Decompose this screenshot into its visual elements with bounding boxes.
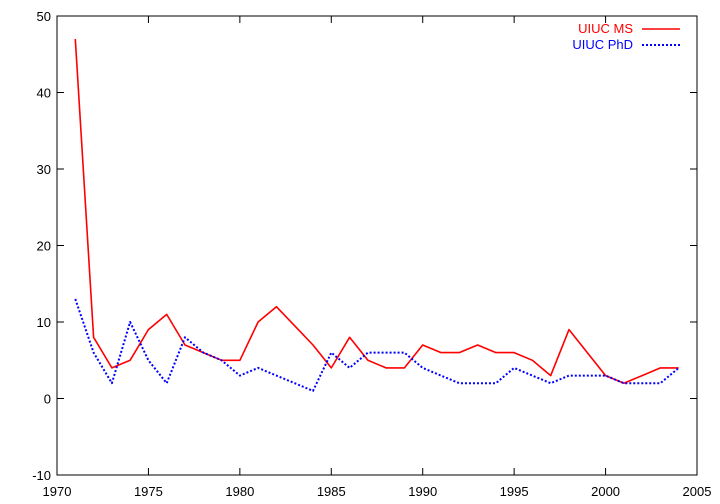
x-tick-label: 1985 (317, 484, 346, 499)
y-tick-label: -10 (32, 468, 51, 483)
series-line-phd (74, 298, 680, 392)
axis-ticks: 1970 1975 1980 1985 1990 1995 2000 2005 -10 0 10 20… (32, 9, 711, 499)
legend-label: UIUC MS (578, 21, 633, 36)
y-tick-label: 10 (37, 315, 51, 330)
y-tick-label: 20 (37, 239, 51, 254)
series-lines (74, 38, 680, 392)
y-tick-label: 30 (37, 162, 51, 177)
legend-label: UIUC PhD (572, 37, 633, 52)
plot-frame (56, 15, 698, 476)
x-tick-label: 2005 (683, 484, 712, 499)
y-tick-label: 0 (44, 392, 51, 407)
x-tick-label: 1990 (408, 484, 437, 499)
x-tick-label: 2000 (591, 484, 620, 499)
x-tick-label: 1975 (134, 484, 163, 499)
y-tick-label: 50 (37, 9, 51, 24)
x-tick-label: 1970 (43, 484, 72, 499)
y-tick-label: 40 (37, 86, 51, 101)
series-line-ms (74, 38, 679, 385)
x-tick-label: 1995 (500, 484, 529, 499)
x-tick-label: 1980 (225, 484, 254, 499)
